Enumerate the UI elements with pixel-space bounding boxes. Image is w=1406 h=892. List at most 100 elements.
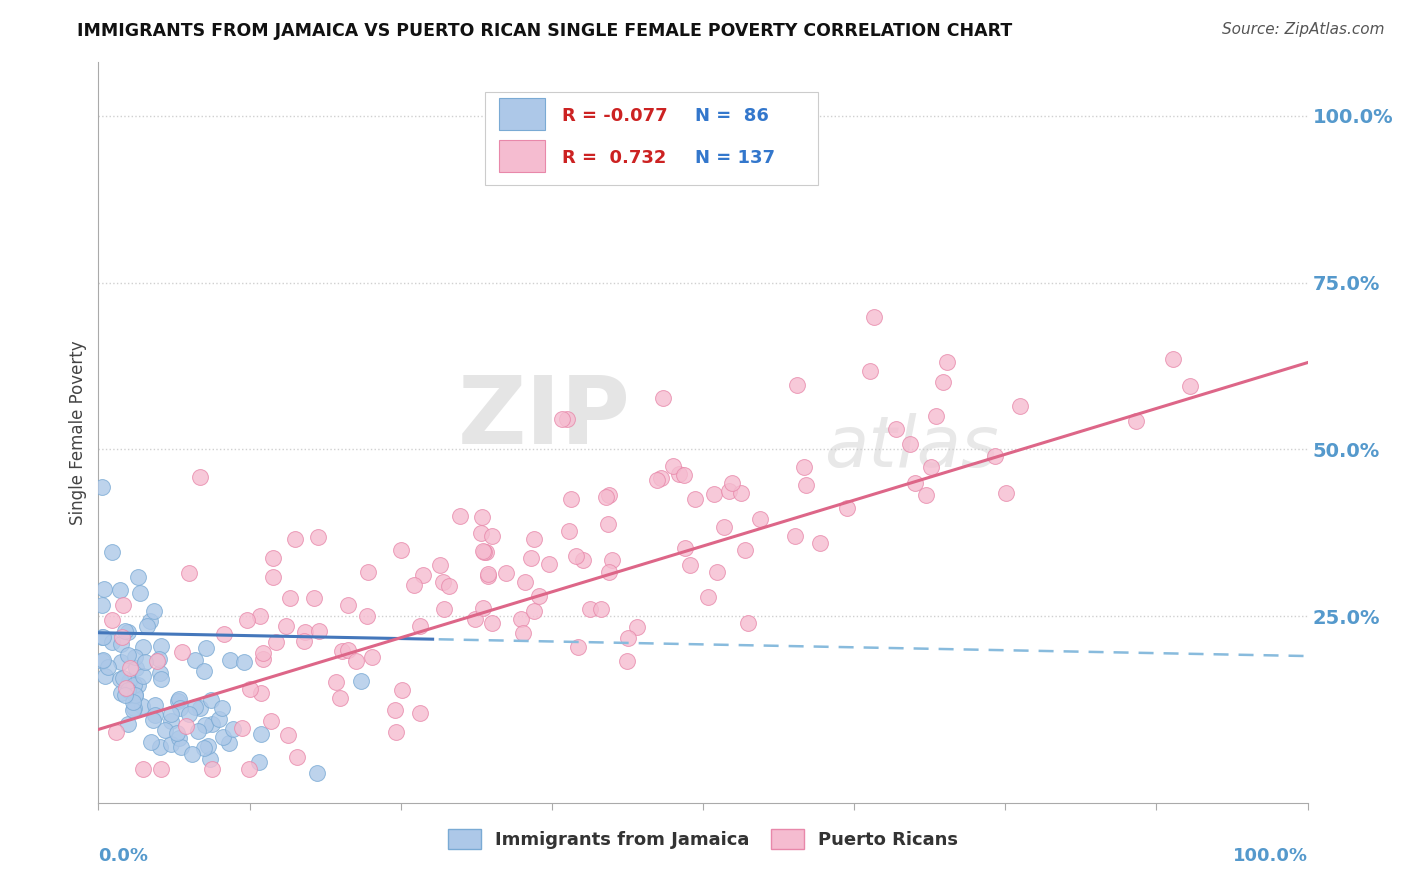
Point [90, 480, 112, 494]
Point [344, 654, 367, 668]
Point [472, 544, 495, 558]
Point [591, 601, 613, 615]
Point [108, 582, 131, 597]
Point [179, 566, 201, 581]
Point [167, 691, 190, 706]
Point [247, 755, 270, 769]
Point [626, 620, 648, 634]
Point [114, 681, 136, 695]
Point [111, 598, 134, 612]
Point [153, 723, 176, 737]
Point [285, 750, 308, 764]
Point [122, 695, 145, 709]
Point [409, 706, 432, 720]
Point [730, 485, 752, 500]
Point [329, 690, 352, 705]
Point [602, 552, 624, 566]
Point [336, 598, 359, 612]
Point [402, 577, 425, 591]
Point [409, 619, 432, 633]
Point [117, 717, 139, 731]
Point [231, 721, 253, 735]
Point [713, 519, 735, 533]
Point [146, 654, 169, 668]
Point [250, 726, 273, 740]
Point [572, 553, 595, 567]
Point [127, 678, 149, 692]
Point [150, 672, 173, 686]
Point [91, 630, 114, 644]
Point [105, 724, 128, 739]
Point [673, 541, 696, 555]
Point [139, 614, 162, 628]
Point [174, 719, 197, 733]
Point [470, 525, 492, 540]
Point [512, 625, 534, 640]
Point [143, 604, 166, 618]
Point [513, 575, 536, 590]
Point [188, 701, 211, 715]
Point [110, 656, 132, 670]
Point [121, 703, 143, 717]
Point [111, 630, 134, 644]
Point [117, 648, 139, 662]
Point [143, 698, 166, 712]
Point [208, 712, 231, 726]
Point [114, 624, 136, 638]
Point [786, 378, 808, 392]
Point [129, 586, 152, 600]
Point [931, 376, 953, 390]
Point [232, 655, 254, 669]
Point [994, 486, 1017, 500]
Point [193, 740, 215, 755]
Point [117, 625, 139, 640]
Point [93, 582, 115, 596]
Point [124, 688, 146, 702]
Point [509, 612, 531, 626]
Point [143, 707, 166, 722]
Point [149, 665, 172, 680]
Point [120, 661, 142, 675]
Point [449, 508, 471, 523]
Point [132, 640, 155, 654]
Point [212, 627, 235, 641]
Point [481, 529, 503, 543]
Point [737, 616, 759, 631]
Point [200, 693, 222, 707]
Point [433, 601, 456, 615]
Point [284, 532, 307, 546]
Point [984, 450, 1007, 464]
Point [325, 675, 347, 690]
Point [262, 551, 284, 566]
Point [863, 310, 886, 325]
Point [652, 391, 675, 405]
Point [679, 558, 702, 572]
Point [136, 618, 159, 632]
Point [117, 683, 139, 698]
Point [551, 412, 574, 426]
Point [114, 689, 136, 703]
Point [91, 653, 114, 667]
Point [567, 640, 589, 654]
Point [97, 659, 120, 673]
Point [101, 545, 124, 559]
Point [110, 672, 132, 686]
Point [718, 484, 741, 499]
Point [139, 735, 162, 749]
Point [527, 589, 550, 603]
Point [523, 532, 546, 546]
Point [898, 437, 921, 451]
Point [118, 673, 141, 688]
Point [122, 701, 145, 715]
Point [595, 490, 617, 504]
Point [101, 613, 124, 627]
Point [177, 707, 200, 722]
Point [170, 645, 193, 659]
Point [904, 475, 927, 490]
Point [170, 740, 193, 755]
Point [1125, 414, 1147, 428]
Point [132, 763, 155, 777]
Point [336, 642, 359, 657]
Point [262, 570, 284, 584]
Point [464, 611, 486, 625]
